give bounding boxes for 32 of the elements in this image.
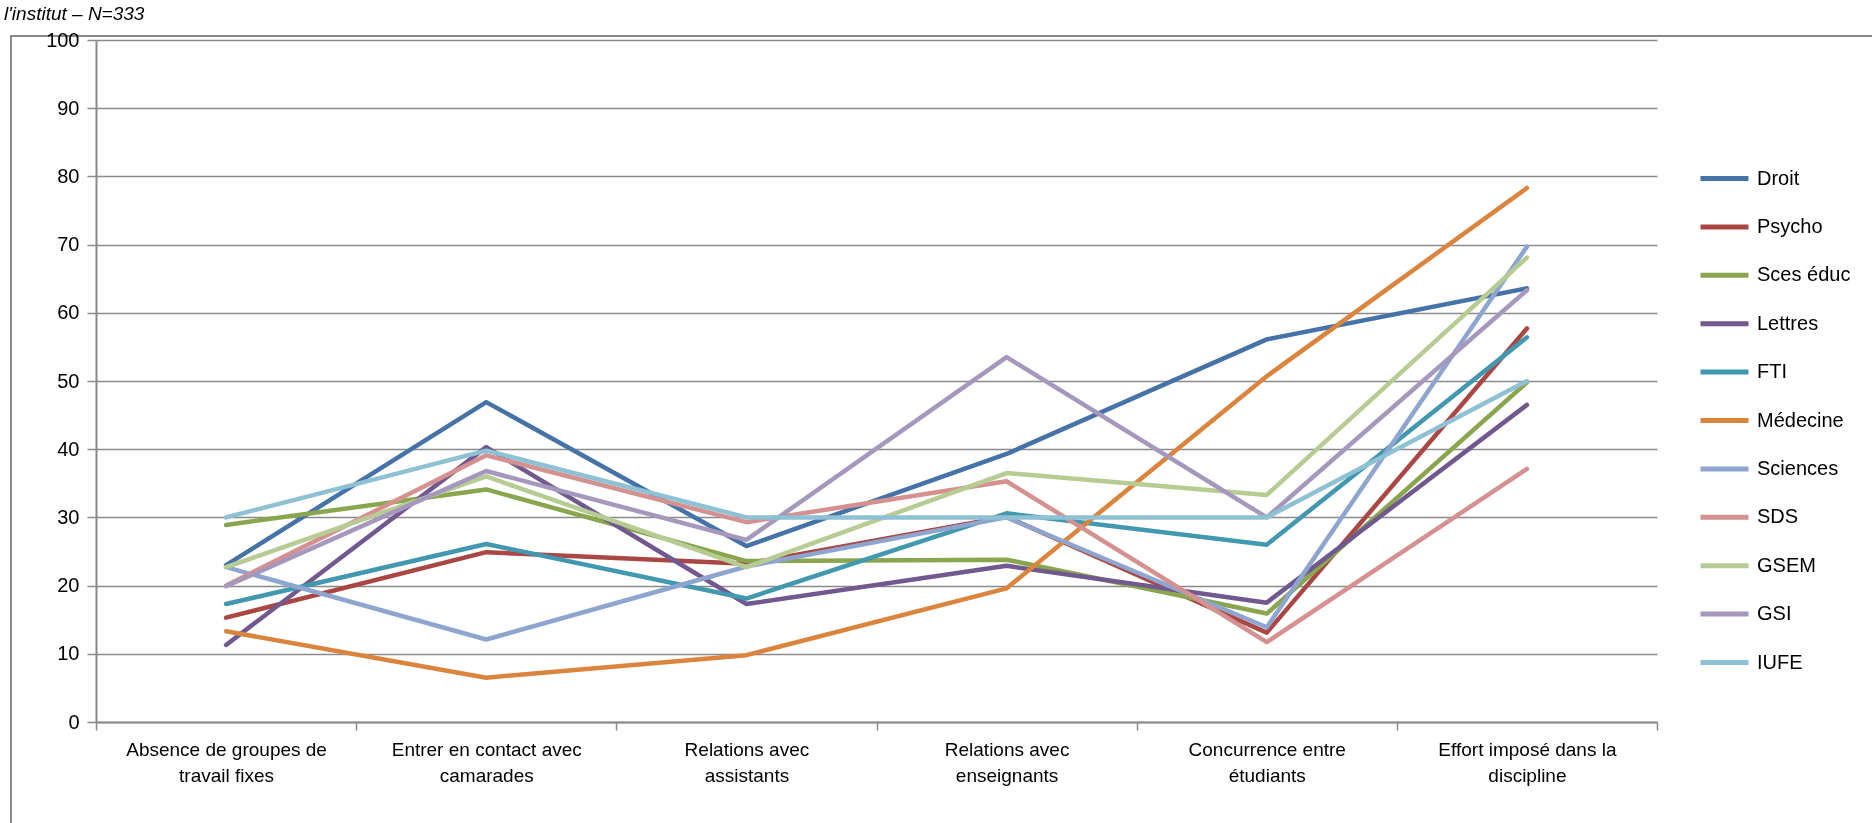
legend-label: SDS — [1757, 505, 1799, 528]
x-tick-label: Absence de groupes de travail fixes — [126, 738, 327, 786]
legend-label: Droit — [1757, 166, 1800, 189]
x-tick-label: Relations avec enseignants — [944, 738, 1070, 786]
legend-label: Lettres — [1757, 311, 1819, 334]
legend-label: Médecine — [1757, 408, 1844, 431]
y-tick-label: 40 — [57, 437, 80, 460]
y-tick-label: 70 — [57, 233, 80, 256]
chart-title: l'institut – N=333 — [4, 3, 145, 24]
x-tick-label: Entrer en contact avec camarades — [391, 738, 582, 786]
y-tick-label: 10 — [57, 642, 80, 665]
x-tick-label: Concurrence entre étudiants — [1188, 738, 1346, 786]
line-series — [223, 185, 1530, 680]
y-tick-label: 100 — [46, 28, 80, 51]
line-series — [223, 244, 1530, 642]
y-tick-label: 20 — [57, 574, 80, 597]
legend-label: GSI — [1757, 602, 1792, 625]
legend-label: Sces éduc — [1757, 263, 1851, 286]
y-tick-label: 80 — [57, 164, 80, 187]
y-tick-label: 60 — [57, 301, 80, 324]
legend-label: FTI — [1757, 360, 1787, 383]
legend-label: GSEM — [1757, 553, 1816, 576]
x-tick-label: Relations avec assistants — [684, 738, 810, 786]
x-tick-label: Effort imposé dans la discipline — [1438, 738, 1617, 786]
y-tick-label: 90 — [57, 96, 80, 119]
legend-label: IUFE — [1757, 650, 1803, 673]
line-series — [223, 453, 1530, 645]
y-tick-label: 0 — [68, 710, 80, 733]
y-tick-label: 50 — [57, 369, 80, 392]
legend-label: Sciences — [1757, 456, 1839, 479]
legend-label: Psycho — [1757, 214, 1823, 237]
y-tick-label: 30 — [57, 505, 80, 528]
